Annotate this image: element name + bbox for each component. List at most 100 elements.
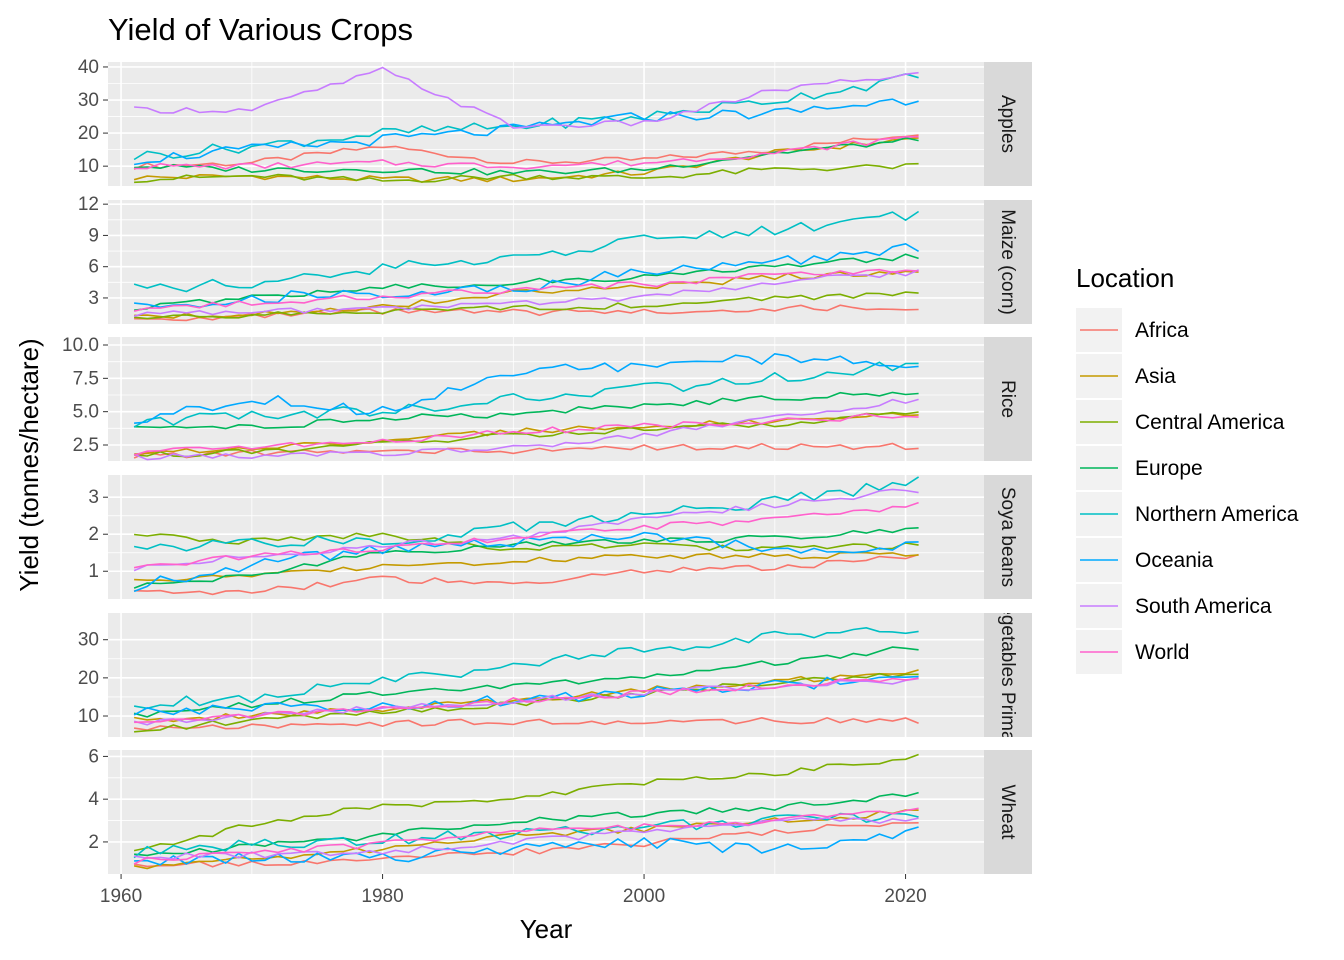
facet-strip-label: Rice — [997, 380, 1018, 418]
chart-title: Yield of Various Crops — [108, 12, 413, 47]
y-tick-label: 20 — [78, 668, 99, 689]
panel-background — [108, 750, 984, 874]
y-tick-label: 2 — [88, 832, 99, 853]
facet-strip — [984, 613, 1032, 737]
legend-label: Central America — [1135, 411, 1285, 434]
series-line-south-america — [133, 488, 919, 572]
facet-panel-4: 10 20 30 Vegetables Primary — [78, 593, 1032, 758]
series-lines — [133, 66, 919, 184]
y-tick-label: 40 — [78, 57, 99, 78]
series-line-oceania — [134, 352, 919, 424]
series-line-africa — [134, 553, 919, 596]
panel-background — [108, 475, 984, 599]
series-line-south-america — [133, 677, 919, 726]
series-line-europe — [134, 791, 919, 857]
legend-label: Africa — [1135, 319, 1189, 342]
series-line-central-america — [133, 753, 919, 852]
series-line-asia — [133, 809, 919, 870]
facet-strip — [984, 200, 1032, 324]
y-tick-label: 4 — [88, 789, 99, 810]
series-line-europe — [133, 527, 919, 589]
series-line-south-america — [133, 816, 919, 860]
series-line-world — [134, 136, 919, 170]
series-line-south-america — [133, 398, 919, 461]
series-line-africa — [133, 716, 919, 731]
facet-strip-label-wrap: Rice — [997, 380, 1018, 418]
facet-strip-label: Apples — [997, 95, 1018, 153]
series-line-europe — [134, 391, 919, 430]
x-tick-label: 1980 — [361, 886, 403, 907]
x-tick-label: 1960 — [100, 886, 142, 907]
series-lines — [133, 476, 920, 596]
legend: Location Africa Asia Central America Europe… — [1064, 258, 1324, 678]
facet-strip — [984, 62, 1032, 186]
facet-strip-label-wrap: Maize (corn) — [997, 209, 1018, 315]
series-lines — [133, 352, 919, 461]
facet-strip-label-wrap: Wheat — [997, 785, 1018, 841]
series-line-oceania — [133, 675, 919, 716]
facet-strip — [984, 750, 1032, 874]
legend-label: Asia — [1135, 365, 1176, 388]
y-tick-label: 7.5 — [73, 368, 99, 389]
y-tick-label: 3 — [88, 288, 99, 309]
legend-title: Location — [1076, 263, 1174, 293]
x-tick-label: 2000 — [623, 886, 665, 907]
y-tick-label: 2.5 — [73, 435, 99, 456]
facet-strip — [984, 337, 1032, 461]
series-line-europe — [134, 136, 919, 176]
y-tick-label: 1 — [88, 561, 99, 582]
facet-panel-0: 10 20 30 40 Apples — [78, 57, 1032, 186]
facet-strip — [984, 475, 1032, 599]
facet-panel-2: 2.5 5.0 7.5 10.0 Rice — [62, 335, 1032, 461]
series-line-central-america — [134, 291, 919, 320]
series-line-world — [133, 412, 919, 456]
facet-panel-3: 1 2 3 Soya beans — [88, 475, 1032, 599]
legend-label: Europe — [1135, 457, 1203, 480]
y-tick-label: 30 — [78, 630, 99, 651]
facet-panel-5: 2 4 6 Wheat — [88, 746, 1032, 874]
y-tick-label: 20 — [78, 123, 99, 144]
series-line-oceania — [134, 242, 919, 309]
legend-label: Northern America — [1135, 503, 1299, 526]
y-tick-label: 30 — [78, 90, 99, 111]
x-axis-title: Year — [520, 914, 573, 944]
series-lines — [133, 753, 919, 870]
y-tick-label: 6 — [88, 746, 99, 767]
y-tick-label: 12 — [78, 194, 99, 215]
y-tick-label: 6 — [88, 257, 99, 278]
series-line-oceania — [134, 826, 919, 866]
series-line-world — [134, 677, 919, 724]
series-line-world — [133, 268, 919, 312]
legend-keys: Africa Asia Central America Europe Northern … — [1076, 308, 1299, 674]
series-lines — [133, 626, 919, 733]
series-line-africa — [133, 822, 919, 868]
legend-label: World — [1135, 641, 1189, 664]
series-line-central-america — [134, 532, 919, 552]
series-lines — [133, 210, 920, 322]
facet-strip-label-wrap: Soya beans — [997, 487, 1018, 587]
facet-strip-label-wrap: Apples — [997, 95, 1018, 153]
series-line-northern-america — [133, 626, 919, 710]
legend-label: South America — [1135, 595, 1272, 618]
x-tick-label: 2020 — [884, 886, 926, 907]
series-line-europe — [134, 253, 919, 311]
facet-strip-label: Vegetables Primary — [997, 593, 1018, 758]
series-line-south-america — [134, 66, 919, 129]
y-axis-title: Yield (tonnes/hectare) — [14, 338, 44, 591]
y-tick-label: 9 — [88, 225, 99, 246]
facet-strip-label: Maize (corn) — [997, 209, 1018, 315]
y-tick-label: 5.0 — [73, 402, 99, 423]
series-line-south-america — [133, 269, 919, 318]
series-line-northern-america — [133, 361, 919, 428]
series-line-world — [133, 501, 919, 569]
series-line-africa — [134, 304, 919, 322]
y-tick-label: 10 — [78, 706, 99, 727]
series-line-central-america — [134, 162, 919, 184]
x-axis: 1960 1980 2000 2020 — [100, 874, 927, 907]
facet-strip-label-wrap: Vegetables Primary — [997, 593, 1018, 758]
facet-strip-label: Wheat — [997, 785, 1018, 841]
series-line-northern-america — [133, 812, 919, 859]
series-line-northern-america — [133, 476, 920, 552]
